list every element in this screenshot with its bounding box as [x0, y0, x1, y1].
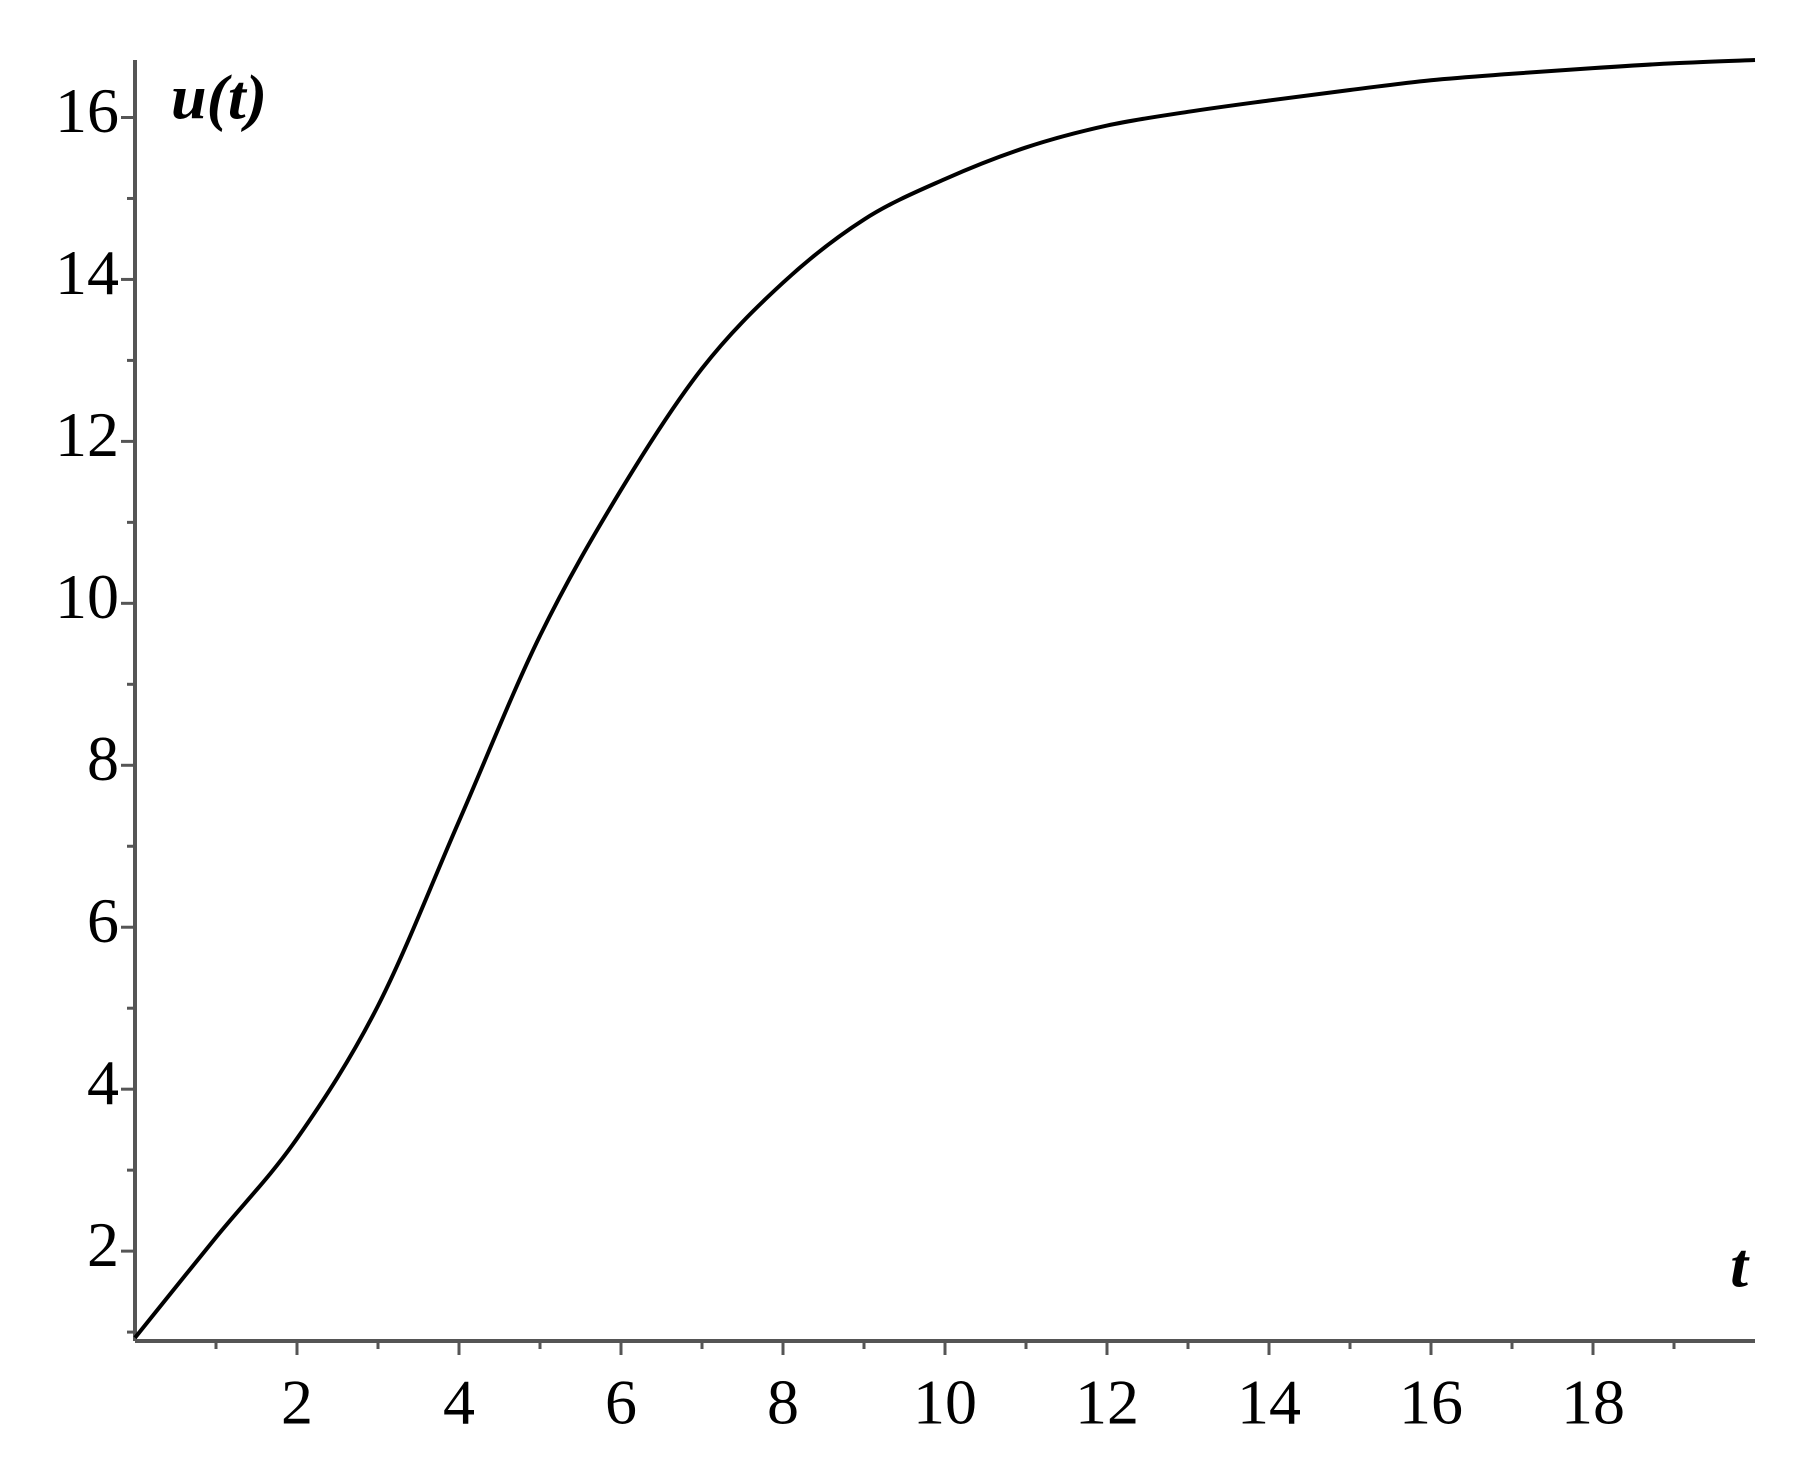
- y-tick-label: 16: [55, 75, 119, 146]
- x-tick-label: 4: [443, 1367, 475, 1438]
- x-tick-label: 6: [605, 1367, 637, 1438]
- y-tick-label: 10: [55, 561, 119, 632]
- y-tick-label: 12: [55, 399, 119, 470]
- line-series: [133, 58, 1756, 1340]
- x-tick-label: 8: [767, 1367, 799, 1438]
- x-axis-title: t: [1730, 1230, 1750, 1301]
- x-tick-label: 2: [281, 1367, 313, 1438]
- y-tick-label: 4: [87, 1047, 119, 1118]
- x-tick-label: 18: [1561, 1367, 1625, 1438]
- x-tick-label: 16: [1399, 1367, 1463, 1438]
- y-tick-label: 8: [87, 723, 119, 794]
- y-tick-label: 2: [87, 1209, 119, 1280]
- x-tick-label: 12: [1075, 1367, 1139, 1438]
- x-tick-label: 10: [913, 1367, 977, 1438]
- x-tick-label: 14: [1237, 1367, 1301, 1438]
- y-axis-title: u(t): [171, 62, 267, 133]
- y-tick-label: 6: [87, 885, 119, 956]
- y-tick-label: 14: [55, 237, 119, 308]
